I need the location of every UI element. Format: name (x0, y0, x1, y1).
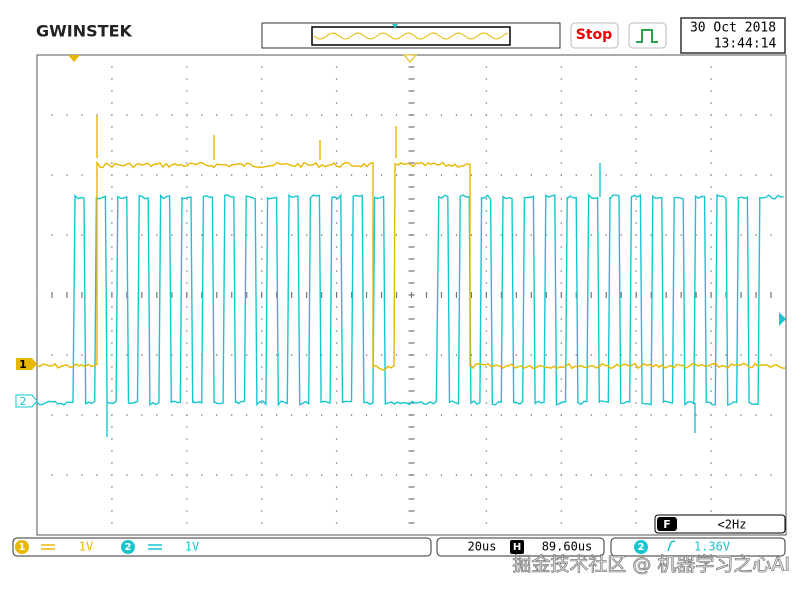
trigger-source-icon (634, 540, 648, 554)
horizontal-position-marker (402, 54, 418, 63)
channel-2-marker-label: 2 (20, 395, 27, 408)
memory-window (311, 26, 511, 46)
channel-1-icon (15, 540, 29, 554)
channel-2-marker (15, 394, 38, 408)
channel-1-coupling (41, 544, 55, 550)
trigger-frequency-box (654, 514, 786, 534)
horizontal-icon (510, 540, 524, 554)
trigger-level: 1.36V (694, 540, 730, 554)
memory-waveform (313, 32, 509, 40)
run-state: Stop (576, 27, 612, 43)
date: 30 Oct 2018 (690, 21, 776, 36)
channel-1-scale: 1V (79, 540, 93, 554)
channel-2-scale: 1V (185, 540, 199, 554)
trigger-status-bar (610, 537, 786, 557)
time: 13:44:14 (714, 37, 777, 52)
trigger-position-marker (392, 24, 398, 28)
trigger-frequency-icon-label: F (663, 518, 671, 531)
channel-status-bar (12, 537, 432, 557)
trigger-mode-button (628, 22, 667, 49)
clock-box (680, 17, 786, 54)
channel-1-waveform (36, 116, 786, 371)
trigger-mode-icon (636, 29, 658, 43)
trigger-frequency-icon (657, 517, 677, 531)
horizontal-position: 89.60us (542, 540, 593, 554)
trigger-frequency: <2Hz (718, 518, 747, 532)
timebase-scale: 20us (468, 540, 497, 554)
channel-1-marker (16, 358, 37, 370)
channel-1-marker-label: 1 (19, 358, 27, 371)
brand-logo: GWINSTEK (36, 22, 132, 41)
channel-2-coupling (148, 544, 162, 550)
channel-2-icon (121, 540, 135, 554)
grid-dots (36, 54, 772, 536)
channel-2-icon-label: 2 (125, 542, 132, 553)
graticule (36, 54, 772, 536)
channel-1-icon-label: 1 (19, 542, 26, 553)
channel-2-waveform (36, 163, 784, 437)
watermark: 掘金技术社区 @ 机器学习之心AI (512, 554, 790, 576)
trigger-slope-icon (667, 540, 676, 552)
horizontal-icon-label: H (513, 542, 521, 553)
trigger-source: 2 (638, 542, 645, 553)
run-stop-button (570, 22, 619, 49)
trigger-level-marker (779, 312, 786, 326)
trigger-time-marker (68, 55, 80, 62)
